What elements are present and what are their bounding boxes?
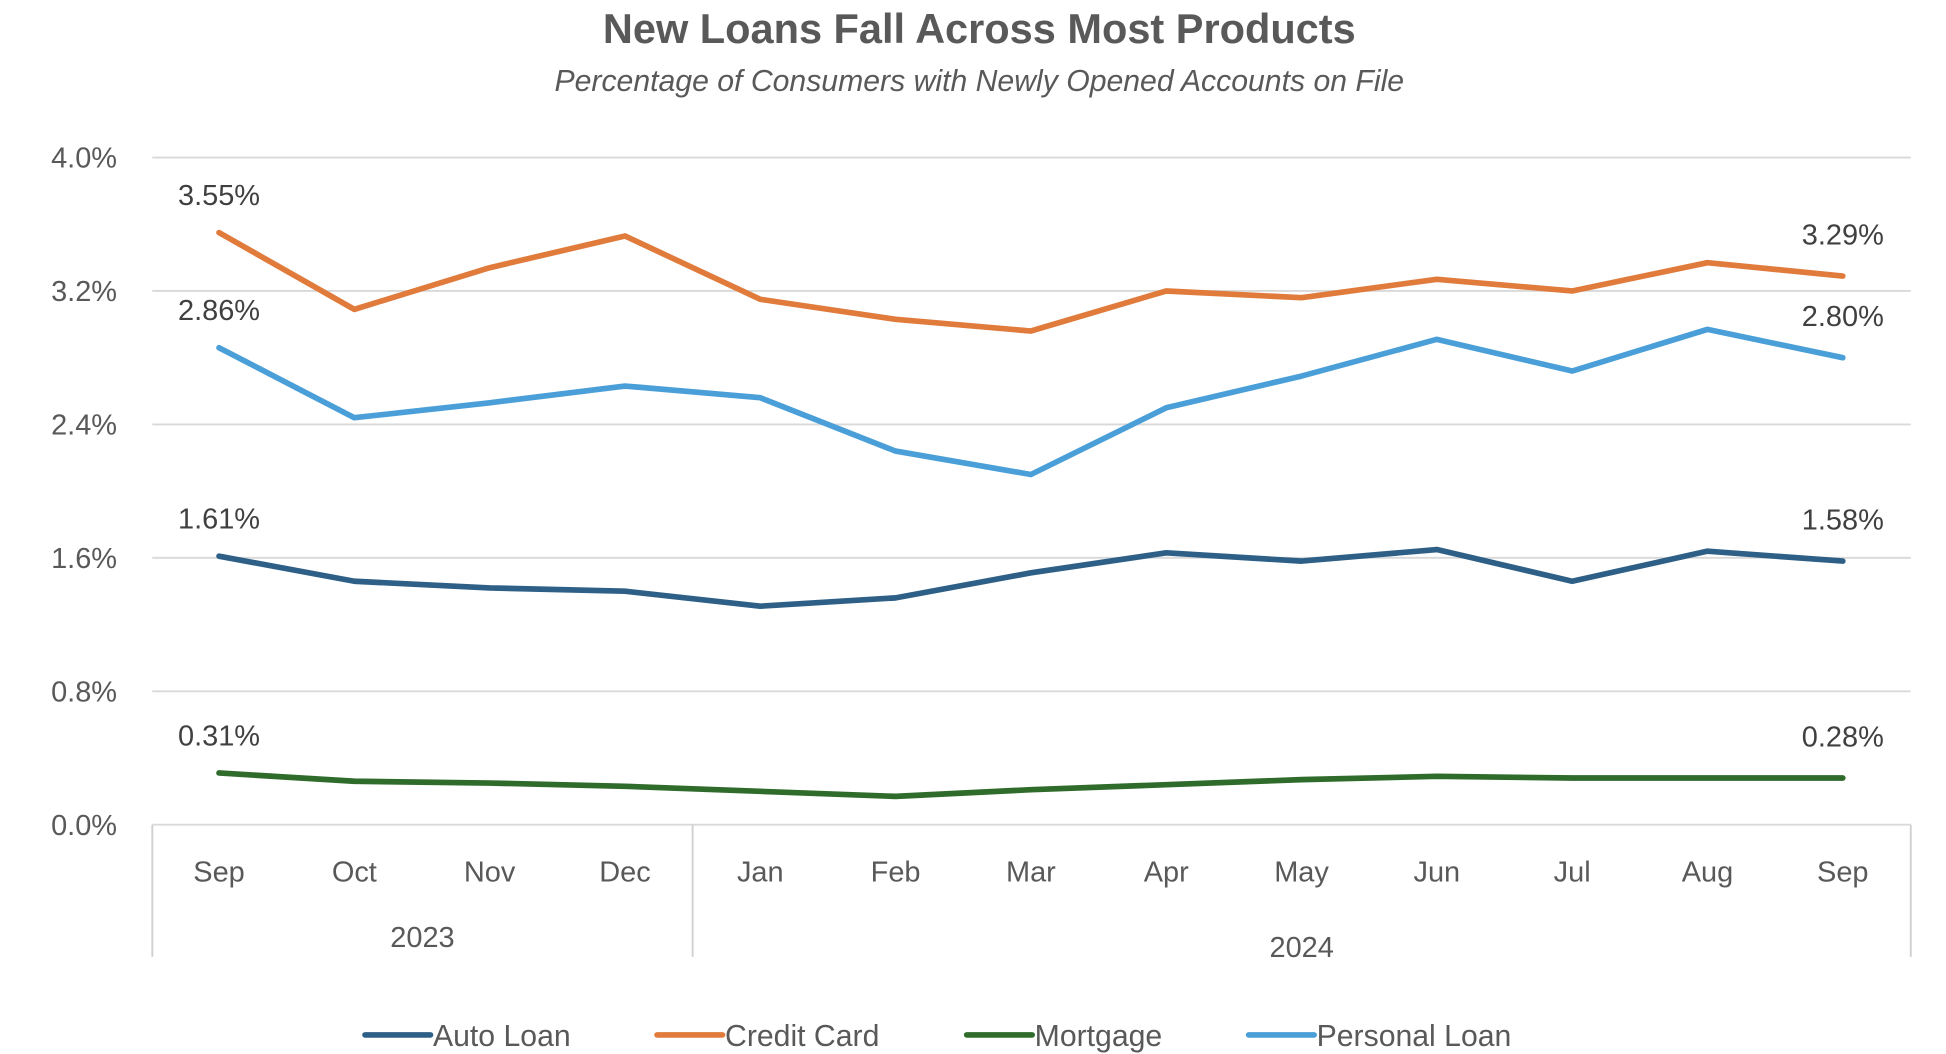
chart-subtitle: Percentage of Consumers with Newly Opene… <box>554 65 1404 98</box>
x-tick-label: Sep <box>1817 856 1869 888</box>
series-mortgage <box>216 770 1846 800</box>
y-tick-label: 3.2% <box>51 276 117 308</box>
gridlines <box>152 156 1911 826</box>
series-credit-card <box>216 229 1846 334</box>
y-tick-label: 0.0% <box>51 810 117 842</box>
y-tick-label: 4.0% <box>51 143 117 175</box>
x-tick-label: Aug <box>1682 856 1734 888</box>
x-tick-label: Jan <box>737 856 784 888</box>
data-labels: 1.61% 1.58% 3.55% 3.29% 0.31% 0.28% 2.86% 2.80% <box>178 180 1884 754</box>
series-auto-loan <box>216 546 1846 610</box>
legend-item-credit-card: Credit Card <box>654 1020 879 1053</box>
x-tick-label: Apr <box>1144 856 1189 888</box>
legend-item-mortgage: Mortgage <box>963 1020 1163 1053</box>
data-label-first: 1.61% <box>178 503 260 535</box>
x-tick-label: Dec <box>599 856 650 888</box>
series-personal-loan <box>216 326 1846 478</box>
data-label-last: 3.29% <box>1802 220 1884 252</box>
x-tick-label: Sep <box>193 856 245 888</box>
x-tick-label: Jun <box>1414 856 1461 888</box>
series-lines <box>216 229 1846 800</box>
legend-label: Credit Card <box>725 1020 879 1053</box>
legend-item-personal-loan: Personal Loan <box>1245 1020 1512 1053</box>
legend-item-auto-loan: Auto Loan <box>362 1020 571 1053</box>
data-label-last: 1.58% <box>1802 505 1884 537</box>
legend-label: Auto Loan <box>433 1020 571 1053</box>
data-label-first: 3.55% <box>178 180 260 212</box>
data-label-first: 2.86% <box>178 295 260 327</box>
x-group-label: 2023 <box>390 922 454 954</box>
y-tick-label: 1.6% <box>51 543 117 575</box>
x-group-label: 2024 <box>1269 932 1333 964</box>
legend-label: Personal Loan <box>1317 1020 1512 1053</box>
x-tick-label: Oct <box>332 856 377 888</box>
legend: Auto Loan Credit Card Mortgage Personal Loa… <box>362 1020 1512 1053</box>
y-tick-label: 0.8% <box>51 676 117 708</box>
x-tick-label: Feb <box>871 856 921 888</box>
chart-title: New Loans Fall Across Most Products <box>603 5 1356 52</box>
x-tick-label: May <box>1274 856 1329 888</box>
x-tick-label: Mar <box>1006 856 1056 888</box>
x-axis: Sep Oct Nov Dec Jan Feb Mar Apr May Jun Jul Aug Sep 2… <box>151 824 1912 964</box>
data-label-last: 0.28% <box>1802 722 1884 754</box>
data-label-first: 0.31% <box>178 720 260 752</box>
x-tick-label: Nov <box>464 856 516 888</box>
y-axis: 0.0% 0.8% 1.6% 2.4% 3.2% 4.0% <box>51 143 117 842</box>
legend-label: Mortgage <box>1035 1020 1163 1053</box>
x-tick-label: Jul <box>1554 856 1591 888</box>
data-label-last: 2.80% <box>1802 301 1884 333</box>
y-tick-label: 2.4% <box>51 409 117 441</box>
